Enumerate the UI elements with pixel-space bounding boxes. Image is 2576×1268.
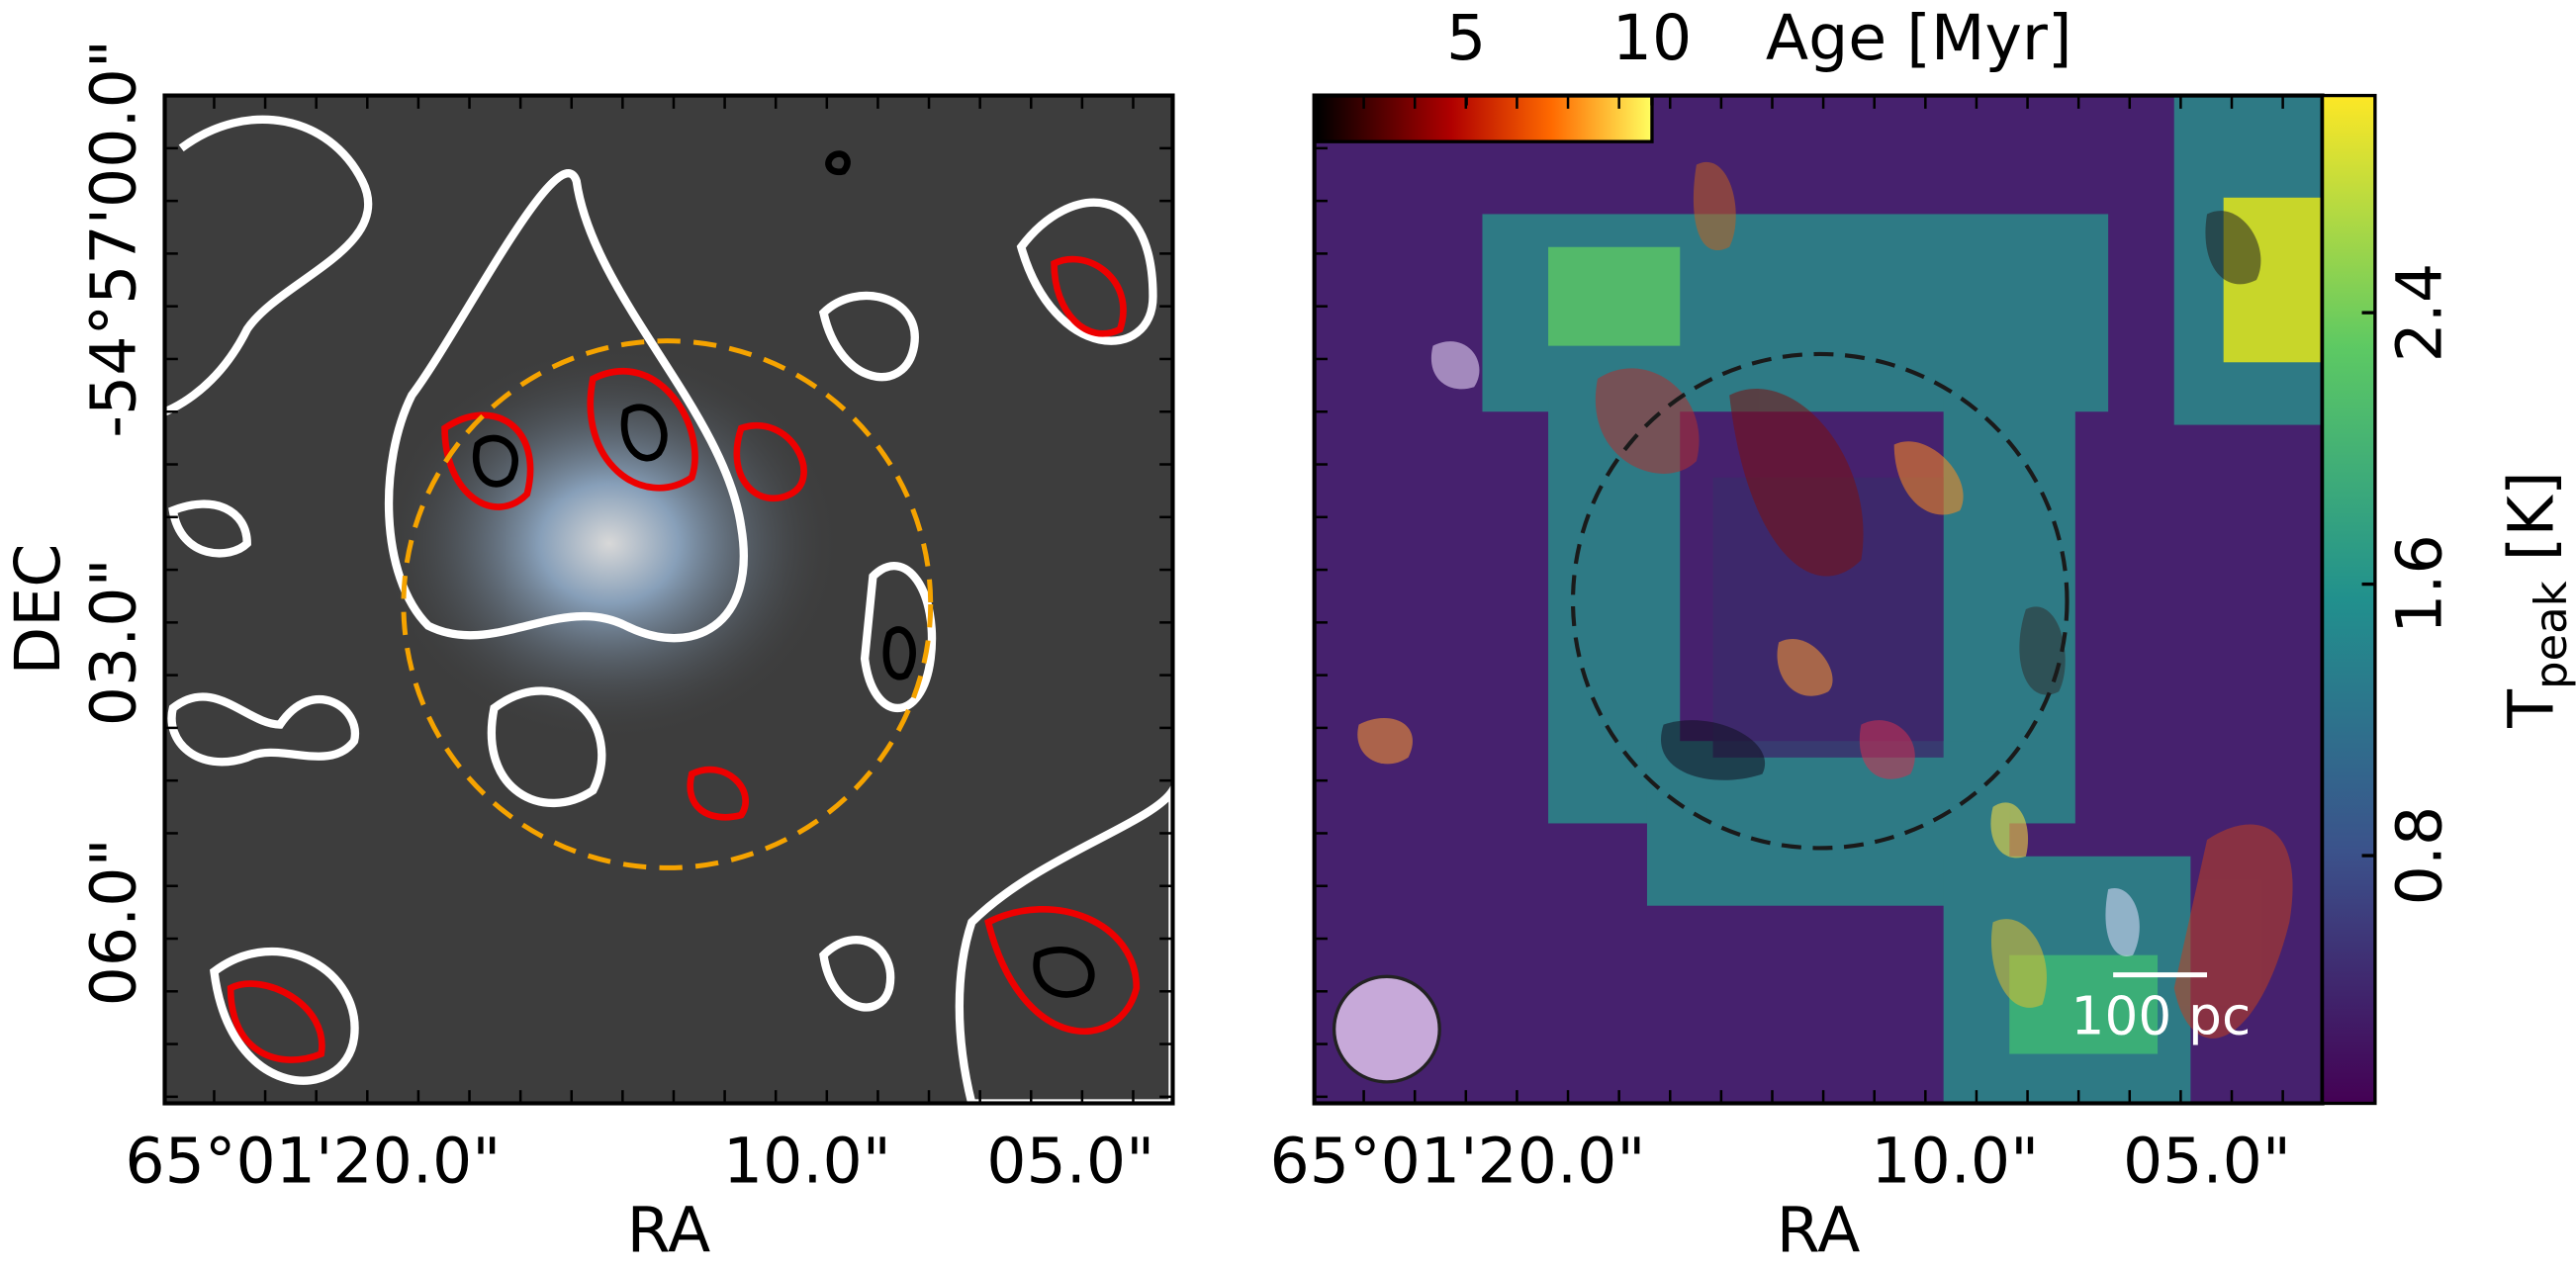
x-tick-label: 10.0" [723, 1124, 891, 1197]
colorbar-label-main: T [2495, 689, 2568, 729]
colorbar-tick-label: 2.4 [2382, 263, 2455, 363]
scalebar-label: 100 pc [2071, 986, 2252, 1047]
y-axis-label: DEC [1, 544, 74, 676]
x-tick-label: 05.0" [986, 1124, 1154, 1197]
colorbar-label: Tpeak [K] [2495, 471, 2576, 728]
age-colorbar-tick-label: 10 [1612, 1, 1692, 74]
colorbar-label-unit: [K] [2495, 471, 2568, 581]
colorbar-tick-label: 0.8 [2382, 806, 2455, 906]
age-colorbar [1316, 95, 1654, 143]
co-map [1314, 95, 2323, 1104]
colorbar-label-sub: peak [2525, 581, 2576, 689]
age-colorbar-tick-label: 5 [1446, 1, 1486, 74]
age-colorbar-label: Age [Myr] [1766, 1, 2072, 74]
y-tick-label: 06.0" [77, 838, 150, 1006]
x-axis-label: RA [627, 1193, 711, 1266]
colorbar-tick-label: 1.6 [2382, 534, 2455, 634]
colorbar [2320, 93, 2377, 1106]
x-tick-label: 05.0" [2123, 1124, 2291, 1197]
x-tick-label: 65°01'20.0" [125, 1124, 501, 1197]
axes-frame [162, 93, 1175, 1106]
x-tick-label: 10.0" [1871, 1124, 2039, 1197]
x-tick-label: 65°01'20.0" [1270, 1124, 1646, 1197]
x-axis-label: RA [1777, 1193, 1861, 1266]
beam [1332, 974, 1441, 1084]
y-tick-label: -54°57'00.0" [77, 40, 150, 438]
optical-image [164, 95, 1173, 1104]
y-tick-label: 03.0" [77, 558, 150, 726]
